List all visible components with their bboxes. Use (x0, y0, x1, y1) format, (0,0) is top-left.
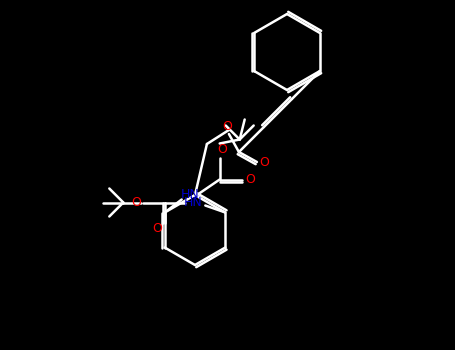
Text: O: O (222, 119, 232, 133)
Text: O: O (245, 173, 255, 186)
Text: HN: HN (180, 188, 199, 201)
Text: O: O (131, 196, 141, 209)
Text: O: O (217, 143, 227, 156)
Text: O: O (259, 155, 269, 168)
Text: HN: HN (184, 196, 202, 209)
Text: O: O (152, 222, 162, 235)
